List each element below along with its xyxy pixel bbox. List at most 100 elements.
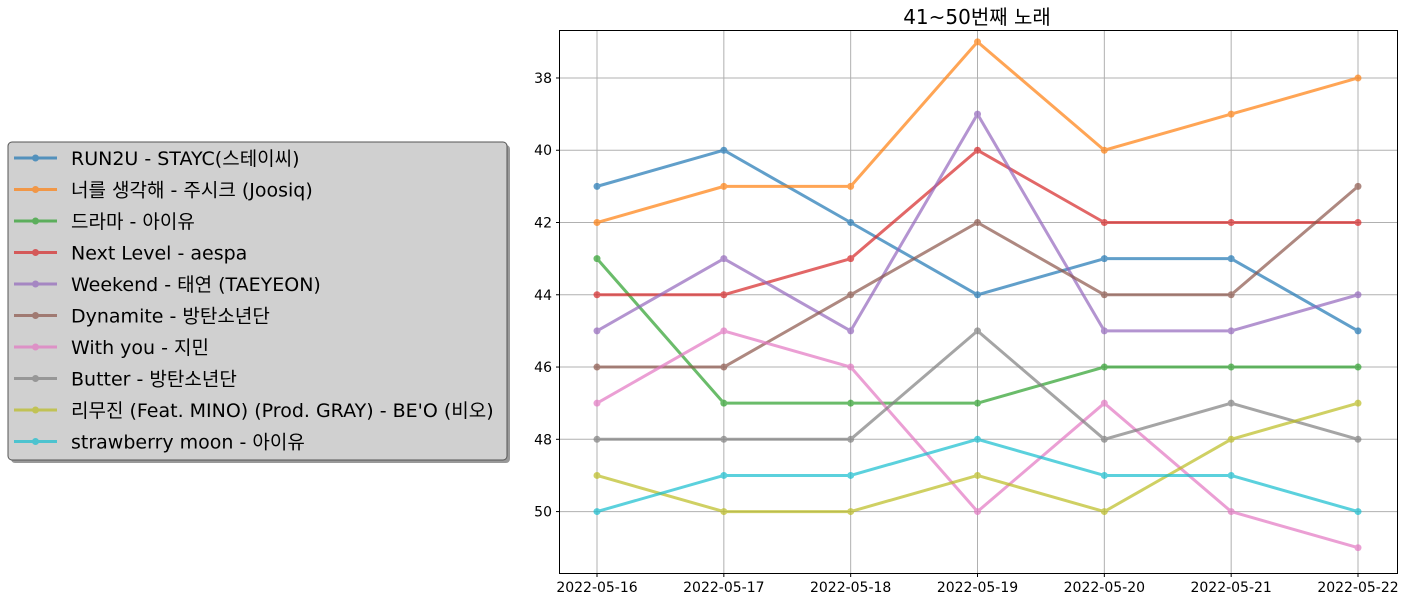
series-2 <box>593 38 1362 227</box>
data-point <box>847 363 855 371</box>
data-point <box>974 435 981 443</box>
legend-marker <box>32 249 39 256</box>
data-point <box>974 110 981 118</box>
legend-item: Butter - 방탄소년단 <box>14 369 237 391</box>
data-point <box>974 327 981 335</box>
data-point <box>1227 435 1235 443</box>
data-point <box>974 38 981 46</box>
data-point <box>1354 182 1362 190</box>
data-point <box>1354 399 1362 407</box>
legend-label: Butter - 방탄소년단 <box>71 369 237 391</box>
data-point <box>847 255 855 263</box>
data-point <box>1100 435 1108 443</box>
data-point <box>593 508 601 516</box>
series-3 <box>593 255 1362 407</box>
legend-swatch <box>14 406 57 414</box>
series-5 <box>593 110 1362 335</box>
x-tick-label: 2022-05-17 <box>683 580 764 596</box>
legend-item: 드라마 - 아이유 <box>14 211 195 233</box>
legend-marker <box>32 343 39 351</box>
legend-marker <box>32 406 39 414</box>
legend-label: strawberry moon - 아이유 <box>71 432 305 454</box>
legend-marker <box>32 280 39 288</box>
legend-swatch <box>14 343 57 351</box>
legend-label: 너를 생각해 - 주시크 (Joosiq) <box>71 180 313 202</box>
legend-items: RUN2U - STAYC(스테이씨) 너를 생각해 - 주시크 (Joosiq)… <box>14 148 494 454</box>
data-point <box>593 363 601 371</box>
data-point <box>1227 399 1235 407</box>
data-point <box>720 508 728 516</box>
data-point <box>1100 146 1108 154</box>
data-point <box>1227 255 1235 263</box>
data-point <box>1227 291 1235 299</box>
y-tick-label: 46 <box>534 360 552 376</box>
legend-label: Next Level - aespa <box>71 243 247 265</box>
data-point <box>847 219 855 227</box>
data-point <box>1354 219 1362 227</box>
data-point <box>720 146 728 154</box>
legend-label: With you - 지민 <box>71 337 209 359</box>
chart-title: 41~50번째 노래 <box>903 5 1051 29</box>
x-tick-label: 2022-05-19 <box>937 580 1018 596</box>
y-tick-label: 44 <box>534 288 552 304</box>
data-point <box>847 327 855 335</box>
data-point <box>1354 544 1362 552</box>
legend-marker <box>32 438 39 445</box>
series-8 <box>593 327 1362 443</box>
legend-marker <box>32 186 39 193</box>
data-point <box>593 219 601 227</box>
data-point <box>593 291 601 299</box>
legend-item: RUN2U - STAYC(스테이씨) <box>14 148 300 170</box>
data-point <box>1354 74 1362 82</box>
series-layer <box>593 38 1362 552</box>
y-tick-label: 40 <box>534 143 552 159</box>
x-tick-label: 2022-05-16 <box>556 580 637 596</box>
x-tick-label: 2022-05-18 <box>810 580 891 596</box>
data-point <box>847 508 855 516</box>
data-point <box>847 471 855 479</box>
data-point <box>1354 291 1362 299</box>
y-axis: 38 40 42 44 46 48 50 <box>534 71 560 521</box>
legend-marker <box>32 375 39 382</box>
legend-marker <box>32 217 39 225</box>
data-point <box>1227 508 1235 516</box>
data-point <box>1354 363 1362 371</box>
data-point <box>1354 435 1362 443</box>
legend-label: 드라마 - 아이유 <box>71 211 195 233</box>
y-tick-label: 48 <box>534 432 552 448</box>
legend-swatch <box>14 249 57 256</box>
legend-item: Weekend - 태연 (TAEYEON) <box>14 274 321 296</box>
x-axis: 2022-05-16 2022-05-17 2022-05-18 2022-05-19… <box>556 573 1399 596</box>
data-point <box>720 471 728 479</box>
series-1 <box>593 146 1362 335</box>
series-9 <box>593 399 1362 516</box>
legend-item: strawberry moon - 아이유 <box>14 432 305 454</box>
legend: RUN2U - STAYC(스테이씨) 너를 생각해 - 주시크 (Joosiq)… <box>7 141 510 463</box>
data-point <box>720 399 728 407</box>
legend-swatch <box>14 154 57 162</box>
data-point <box>1100 327 1108 335</box>
series-4 <box>593 146 1362 299</box>
data-point <box>720 182 728 190</box>
series-6 <box>593 182 1362 371</box>
data-point <box>974 508 981 516</box>
y-tick-label: 42 <box>534 216 552 232</box>
y-tick-label: 50 <box>534 505 552 521</box>
legend-marker <box>32 312 39 319</box>
data-point <box>974 471 981 479</box>
data-point <box>1354 327 1362 335</box>
data-point <box>593 255 601 263</box>
data-point <box>720 363 728 371</box>
legend-item: With you - 지민 <box>14 337 209 359</box>
data-point <box>1227 219 1235 227</box>
legend-swatch <box>14 375 57 382</box>
data-point <box>720 435 728 443</box>
data-point <box>847 182 855 190</box>
data-point <box>593 182 601 190</box>
x-tick-label: 2022-05-20 <box>1064 580 1145 596</box>
legend-label: Dynamite - 방탄소년단 <box>71 306 270 328</box>
data-point <box>593 435 601 443</box>
data-point <box>1354 508 1362 516</box>
data-point <box>593 327 601 335</box>
